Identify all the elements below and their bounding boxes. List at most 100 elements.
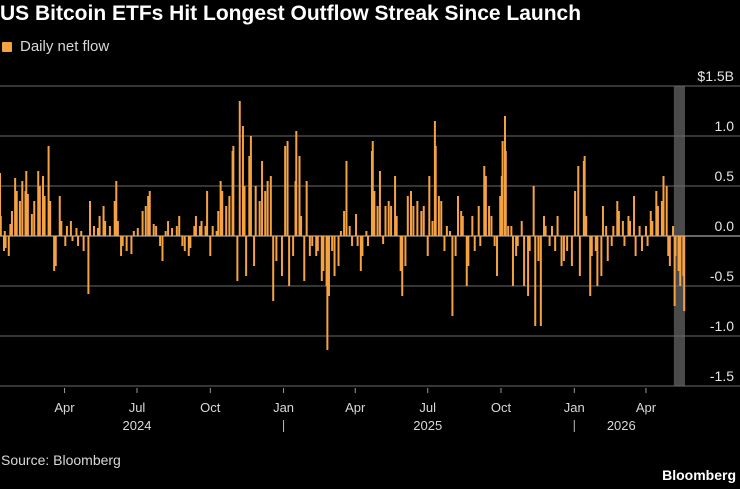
flow-bar [373,191,376,236]
flow-bar [359,236,362,271]
x-tick-label: Jul [129,400,146,415]
flow-bar [520,221,523,236]
flow-bar [288,236,291,286]
flow-bar [412,206,415,236]
flow-bar [527,236,530,296]
x-year-label: 2025 [413,418,442,433]
flow-bar [64,236,67,246]
flow-bar [589,236,592,296]
flow-bar [115,181,118,236]
flow-bar [193,226,196,236]
flow-bar [606,236,609,261]
flow-bar [254,186,257,236]
flow-bar [21,181,24,236]
flow-bar [53,236,56,271]
flow-bar [80,231,83,236]
flow-bar [537,236,540,261]
flow-bar [420,211,423,236]
flow-bar [211,226,214,236]
flow-bar [87,236,90,294]
flow-bar [471,216,474,236]
flow-bar [315,236,318,256]
flow-bar [574,191,577,236]
flow-bar [245,236,248,276]
flow-bar [249,136,252,236]
flow-bar [0,173,1,236]
flow-bar [200,221,203,236]
flow-bar [38,186,41,236]
flow-bar [47,146,50,236]
flow-bar [320,236,323,281]
flow-bar [460,211,463,236]
flow-bar [590,236,593,256]
flow-bar [108,226,111,236]
flow-bar [148,191,151,236]
flow-bar [617,211,620,236]
flow-bar [120,236,123,256]
flow-bar [554,236,557,251]
flow-bar [351,236,354,246]
flow-bar [147,196,150,236]
flow-bar [660,201,663,236]
flow-bar [394,176,397,236]
flow-bar [523,236,526,286]
flow-bar [286,141,289,236]
flow-bar [238,101,241,236]
flow-bar [629,221,632,236]
flow-bar [264,191,267,236]
flow-bar [422,206,425,236]
flow-bar [493,236,496,246]
x-tick-label: Apr [345,400,366,415]
flow-bar [241,126,244,236]
flow-bar [4,236,7,248]
flow-bar [3,231,6,236]
flow-bar [399,236,402,271]
flow-bar [428,176,431,236]
flow-bar [167,221,170,236]
flow-bar [26,194,29,236]
flow-bar [570,236,573,266]
flow-bar [623,236,626,246]
flow-bar [298,156,301,236]
flow-bar [384,206,387,236]
flow-bar [532,186,535,236]
flow-bar [465,236,468,286]
flow-bar [71,236,74,241]
flow-bar [673,236,676,306]
x-axis: Apr Jul Oct Jan Apr Jul Oct Jan Apr 2024 2025 2026 [54,388,657,433]
flow-bar [644,226,647,236]
flow-bar [60,221,63,236]
flow-bar [280,236,283,276]
flow-bar [638,226,641,236]
flow-bar [37,171,40,236]
flow-bar [406,196,409,236]
bars [0,101,686,350]
flow-bar [42,176,45,236]
legend-label: Daily net flow [20,38,110,55]
flow-bar [387,201,390,236]
flow-bar [225,206,228,236]
flow-bar [311,236,314,246]
flow-bar [206,191,209,236]
flow-bar [219,181,222,236]
x-tick-label: Apr [54,400,75,415]
flow-bar [633,196,636,236]
flow-bar [284,146,287,236]
flow-bar [104,221,107,236]
x-tick-label: Jan [273,400,294,415]
flow-bar [656,206,659,236]
y-tick-label: -1.0 [710,318,734,334]
flow-bar [232,146,235,236]
flow-bar [54,236,57,266]
x-tick-label: Apr [636,400,657,415]
flow-bar [121,236,124,246]
flow-bar [668,236,671,266]
flow-bar [189,236,192,248]
flow-bar [327,236,330,296]
flow-bar [456,196,459,236]
flow-bar [343,211,346,236]
flow-bar [683,236,686,311]
flow-bar [215,231,218,236]
flow-bar [479,236,482,246]
flow-bar [662,176,665,236]
